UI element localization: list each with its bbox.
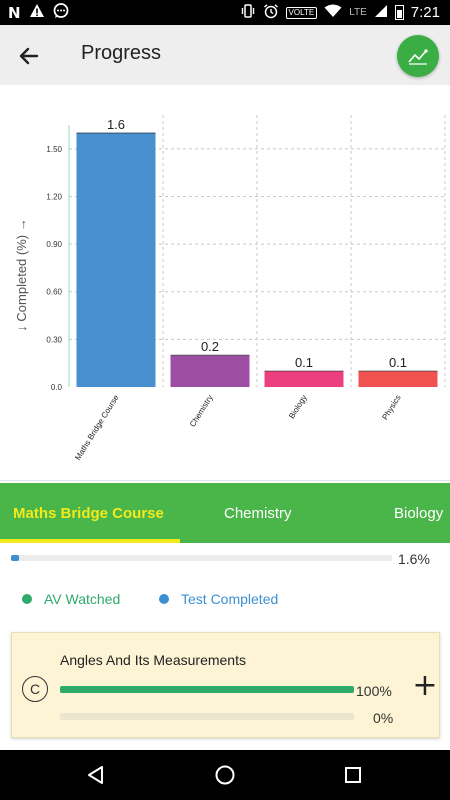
nav-back-button[interactable]	[80, 760, 112, 790]
topic-card[interactable]: Angles And Its Measurements C 100% 0% +	[11, 632, 440, 738]
progress-legend: AV Watched Test Completed	[0, 585, 450, 615]
battery-icon	[394, 5, 404, 20]
test-completed-dot-icon	[159, 594, 169, 604]
legend-av-watched-label: AV Watched	[44, 591, 121, 607]
y-tick-label: 1.50	[46, 145, 62, 154]
bar-value-label: 0.2	[201, 339, 219, 354]
back-triangle-icon	[88, 766, 103, 784]
test-completed-value: 0%	[373, 710, 394, 726]
progress-chart: 0.0 0.30 0.60 0.90 1.20 1.50 ↓ Completed (%) …	[0, 85, 450, 481]
bar-value-label: 0.1	[389, 355, 407, 370]
y-tick-label: 0.60	[46, 288, 62, 297]
expand-button[interactable]: +	[412, 668, 438, 703]
legend-av-watched: AV Watched	[22, 591, 120, 607]
y-tick-label: 1.20	[46, 192, 62, 201]
overall-progress-track	[11, 555, 392, 561]
lte-signal-icon	[374, 4, 388, 21]
overall-progress-value: 1.6%	[398, 551, 430, 567]
y-tick-label: 0.30	[46, 335, 62, 344]
av-watched-value: 100%	[356, 683, 392, 699]
chart-bar	[358, 371, 438, 387]
bar-chart: 0.0 0.30 0.60 0.90 1.20 1.50 ↓ Completed (%) …	[14, 115, 446, 462]
legend-test-completed: Test Completed	[159, 591, 278, 607]
chart-view-button[interactable]	[397, 35, 439, 77]
overall-progress-fill	[11, 555, 19, 561]
recents-square-icon	[345, 767, 361, 783]
home-circle-icon	[215, 765, 235, 785]
legend-test-completed-label: Test Completed	[181, 591, 279, 607]
y-tick-label: 0.0	[51, 383, 63, 392]
overall-progress: 1.6%	[0, 543, 450, 575]
bar-value-label: 0.1	[295, 355, 313, 370]
app-bar: Progress	[0, 25, 450, 85]
tab-maths-bridge-course[interactable]: Maths Bridge Course	[13, 504, 164, 522]
tab-biology[interactable]: Biology	[394, 504, 444, 522]
test-completed-track	[60, 713, 354, 720]
chart-bars: 1.6 0.2 0.1 0.1	[76, 117, 438, 387]
av-watched-dot-icon	[22, 594, 32, 604]
system-nav-bar	[0, 750, 450, 800]
chapter-badge-icon: C	[22, 676, 48, 702]
alarm-icon	[263, 3, 279, 22]
line-chart-icon	[408, 49, 428, 65]
volte-icon: VOLTE	[285, 6, 318, 19]
wifi-icon	[324, 4, 342, 21]
x-tick-label: Chemistry	[188, 393, 215, 428]
tab-chemistry[interactable]: Chemistry	[224, 504, 292, 522]
notification-n-icon: N	[8, 3, 21, 22]
chart-bar	[264, 371, 344, 387]
av-watched-track	[60, 686, 354, 693]
active-tab-indicator	[0, 539, 180, 543]
x-axis-labels: Maths Bridge Course Chemistry Biology Physi…	[73, 393, 402, 462]
page-title: Progress	[81, 42, 162, 64]
y-axis-title: ↓ Completed (%) →	[14, 218, 29, 331]
nav-recents-button[interactable]	[337, 760, 369, 790]
lte-label: LTE	[349, 7, 367, 18]
back-button[interactable]	[12, 39, 46, 73]
status-bar: N VOLTE LTE 7:21	[0, 0, 450, 25]
status-left: N	[8, 3, 70, 22]
topic-title: Angles And Its Measurements	[60, 652, 246, 668]
av-watched-fill	[60, 686, 354, 693]
status-time: 7:21	[410, 4, 440, 21]
nav-home-button[interactable]	[209, 760, 241, 790]
y-tick-label: 0.90	[46, 240, 62, 249]
bar-value-label: 1.6	[107, 117, 125, 132]
status-right: VOLTE LTE 7:21	[240, 3, 440, 22]
y-axis-ticks: 0.0 0.30 0.60 0.90 1.20 1.50	[46, 145, 62, 392]
silent-notification-icon	[29, 3, 45, 22]
x-tick-label: Maths Bridge Course	[73, 393, 121, 462]
chart-bar	[170, 355, 250, 387]
subject-tabs: Maths Bridge Course Chemistry Biology	[0, 483, 450, 543]
arrow-left-icon	[19, 47, 39, 65]
x-tick-label: Biology	[287, 393, 309, 420]
chart-bar	[76, 132, 156, 387]
x-tick-label: Physics	[380, 393, 402, 421]
vibrate-icon	[240, 3, 256, 22]
chat-notification-icon	[53, 3, 70, 22]
